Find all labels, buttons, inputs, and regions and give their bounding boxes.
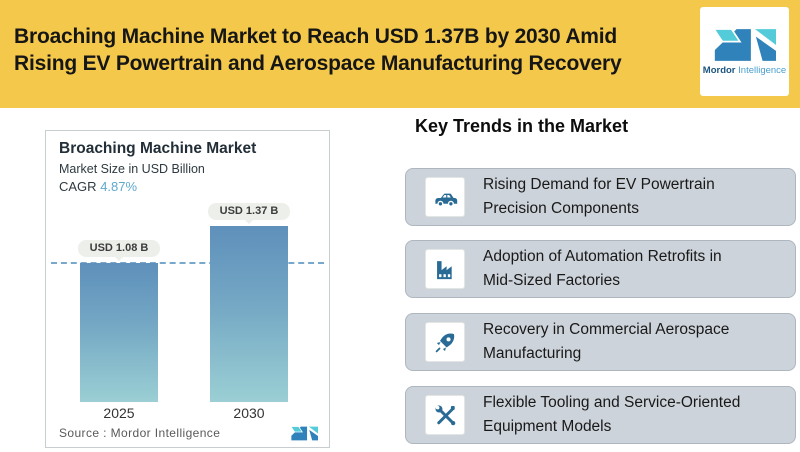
mordor-m-icon-small bbox=[291, 425, 318, 440]
trend-card-aerospace-recovery: Recovery in Commercial Aerospace Manufac… bbox=[405, 313, 796, 371]
factory-icon bbox=[436, 260, 452, 279]
page-title-line1: Broaching Machine Market to Reach USD 1.… bbox=[14, 25, 618, 48]
icon-box bbox=[425, 177, 465, 217]
trend-card-automation-retrofits: Adoption of Automation Retrofits in Mid-… bbox=[405, 240, 796, 298]
rocket-icon bbox=[435, 333, 454, 352]
trends-heading: Key Trends in the Market bbox=[415, 116, 629, 136]
axis-label-2030: 2030 bbox=[233, 405, 265, 421]
tools-icon bbox=[434, 404, 455, 425]
mordor-intelligence-logo: Mordor Intelligence bbox=[700, 7, 789, 96]
bar-2030 bbox=[210, 226, 288, 402]
trend-text: Adoption of Automation Retrofits in Mid-… bbox=[483, 248, 722, 289]
chart-title: Broaching Machine Market bbox=[59, 140, 257, 157]
icon-box bbox=[425, 322, 465, 362]
bar-2025 bbox=[80, 263, 158, 402]
cagr-label: CAGR bbox=[59, 179, 97, 194]
car-icon bbox=[434, 193, 457, 207]
icon-box bbox=[425, 395, 465, 435]
market-chart-card: Broaching Machine Market Market Size in … bbox=[45, 130, 330, 448]
trend-text: Recovery in Commercial Aerospace Manufac… bbox=[483, 321, 730, 362]
bar-value-label-2025: USD 1.08 B bbox=[78, 240, 160, 261]
chart-subtitle: Market Size in USD Billion bbox=[59, 162, 205, 176]
cagr-row: CAGR 4.87% bbox=[59, 179, 137, 194]
mordor-m-icon bbox=[713, 27, 776, 61]
icon-box bbox=[425, 249, 465, 289]
cagr-value: 4.87% bbox=[100, 179, 138, 194]
logo-brand-light: Intelligence bbox=[738, 64, 787, 76]
source-row: Source : Mordor Intelligence bbox=[59, 424, 318, 442]
page-title: Broaching Machine Market to Reach USD 1.… bbox=[14, 23, 622, 77]
bar-value-label-2030: USD 1.37 B bbox=[208, 203, 290, 224]
header-band: Broaching Machine Market to Reach USD 1.… bbox=[0, 0, 800, 108]
page-title-line2: Rising EV Powertrain and Aerospace Manuf… bbox=[14, 52, 622, 75]
trend-card-ev-powertrain: Rising Demand for EV Powertrain Precisio… bbox=[405, 168, 796, 226]
trend-text: Flexible Tooling and Service-Oriented Eq… bbox=[483, 394, 741, 435]
logo-brand-bold: Mordor bbox=[702, 64, 736, 76]
logo-wordmark: Mordor Intelligence bbox=[702, 64, 787, 76]
reference-dashed-line bbox=[51, 262, 324, 264]
trend-text: Rising Demand for EV Powertrain Precisio… bbox=[483, 176, 715, 217]
trend-card-flexible-tooling: Flexible Tooling and Service-Oriented Eq… bbox=[405, 386, 796, 444]
axis-label-2025: 2025 bbox=[103, 405, 135, 421]
source-text: Source : Mordor Intelligence bbox=[59, 426, 221, 440]
